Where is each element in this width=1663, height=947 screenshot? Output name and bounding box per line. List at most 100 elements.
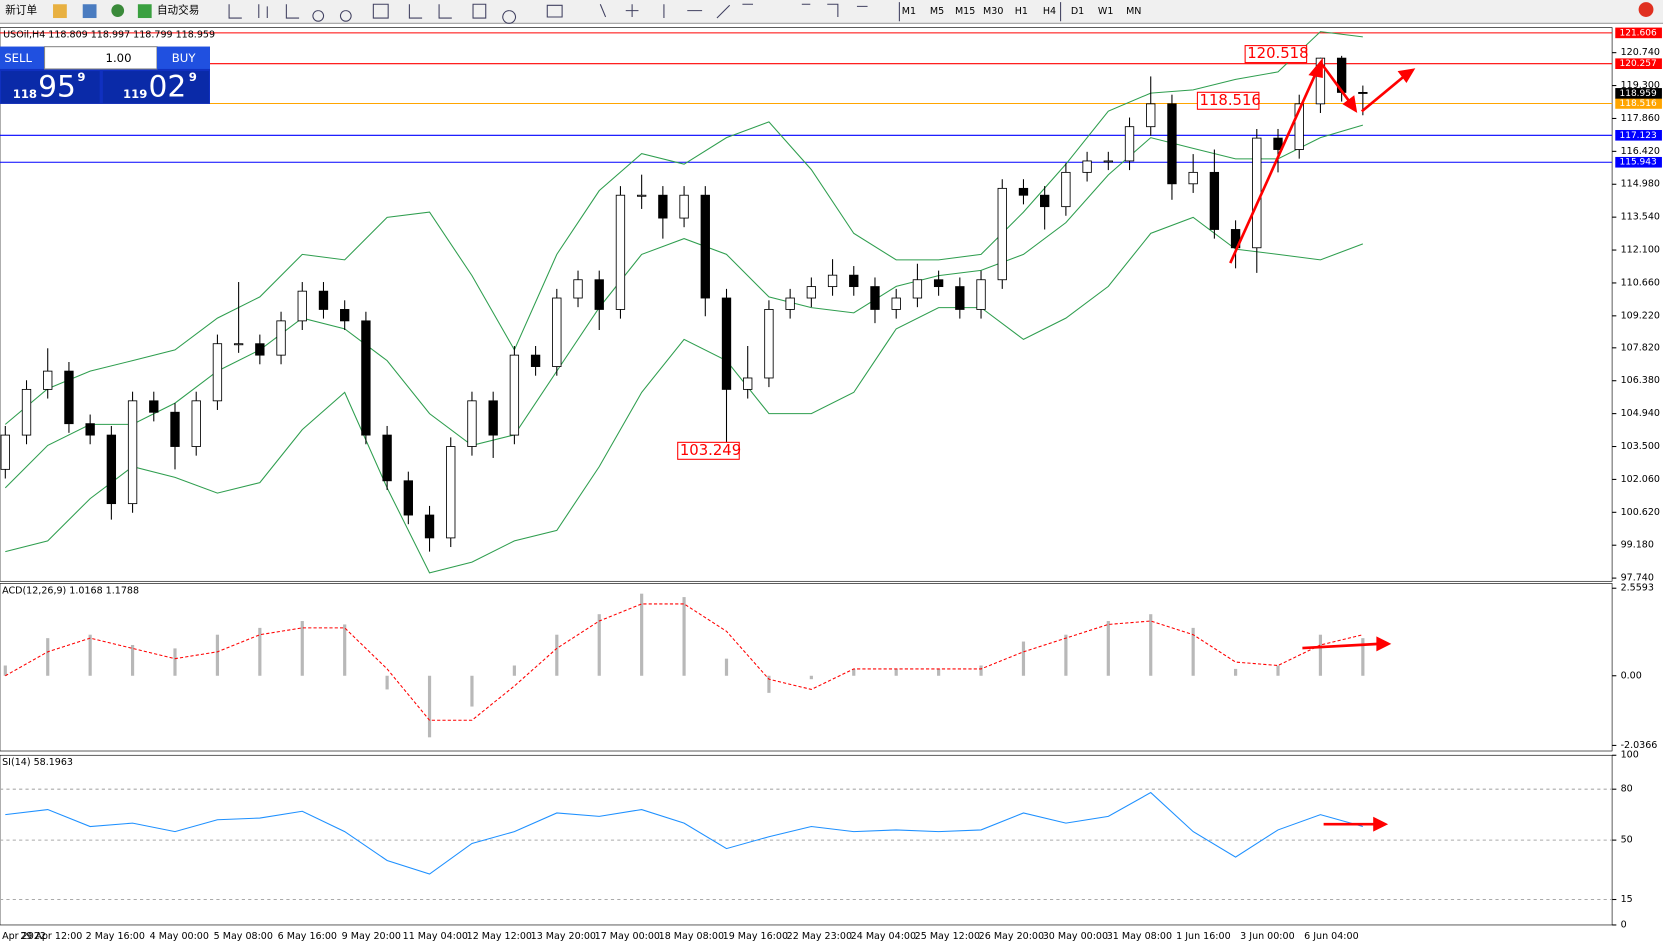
macd-panel <box>0 583 1613 752</box>
candle-body <box>530 354 541 367</box>
candle-body <box>976 279 986 310</box>
timeframe-button[interactable]: D1 <box>1071 6 1084 17</box>
arrow-head <box>1376 636 1392 652</box>
icon[interactable] <box>137 4 152 19</box>
auto-trading-button[interactable]: 自动交易 <box>157 4 199 17</box>
candle-body <box>1167 103 1177 185</box>
y-tick-label: 0 <box>1621 919 1627 930</box>
sell-small: 9 <box>77 70 85 84</box>
y-tick-label: 50 <box>1621 835 1633 846</box>
y-tick-label: 100.620 <box>1621 507 1660 518</box>
candle-body <box>1040 194 1050 208</box>
macd-bar <box>3 665 7 676</box>
arrow <box>1320 62 1353 105</box>
sell-label[interactable]: SELL <box>4 51 32 65</box>
candle-body <box>721 297 732 390</box>
macd-bar <box>555 634 559 676</box>
buy-label[interactable]: BUY <box>172 51 197 65</box>
price-tag <box>1615 98 1662 109</box>
timeframe-button[interactable]: M15 <box>955 6 975 17</box>
candle-body <box>106 434 117 505</box>
time-label: 22 May 23:00 <box>787 931 852 942</box>
candle-body <box>1103 160 1113 163</box>
macd-bar <box>1106 621 1110 676</box>
buy-mid: 02 <box>148 70 186 105</box>
candle-body <box>1358 91 1368 94</box>
time-label: 9 May 20:00 <box>342 931 401 942</box>
candle-body <box>64 370 74 425</box>
candle-body <box>1294 103 1304 150</box>
lot-input[interactable] <box>44 46 158 70</box>
time-label: Apr 2022 <box>2 931 46 942</box>
macd-bar <box>1276 665 1280 676</box>
candle-body <box>955 286 965 310</box>
time-label: 30 May 00:00 <box>1043 931 1108 942</box>
timeframe-button[interactable]: MN <box>1126 6 1141 17</box>
macd-bar <box>1191 627 1195 676</box>
candle-body <box>1146 103 1156 128</box>
candle-body <box>382 434 392 482</box>
price-tag-label: 117.123 <box>1620 131 1657 141</box>
timeframe-button[interactable]: H4 <box>1043 6 1056 17</box>
sell-button[interactable] <box>0 46 45 69</box>
candle-body <box>0 434 10 470</box>
candle-body <box>679 194 689 219</box>
candle-body <box>615 194 626 310</box>
y-tick-label: 117.860 <box>1621 113 1660 124</box>
macd-bar <box>1064 634 1068 676</box>
candle-body <box>1124 126 1135 162</box>
macd-bar <box>215 634 220 676</box>
rsi-title: SI(14) 58.1963 <box>2 757 73 768</box>
time-label: 19 May 16:00 <box>723 931 788 942</box>
y-tick-label: 103.500 <box>1621 441 1660 452</box>
time-label: 12 May 12:00 <box>467 931 532 942</box>
icon[interactable] <box>53 4 67 19</box>
arrow <box>1302 642 1379 650</box>
y-tick-label: 15 <box>1621 894 1633 905</box>
main-panel <box>0 27 1613 582</box>
time-label: 3 Jun 00:00 <box>1240 931 1294 942</box>
macd-bar <box>46 638 50 676</box>
buy-button[interactable] <box>156 46 210 69</box>
candle-body <box>255 343 265 356</box>
y-tick-label: 112.100 <box>1621 245 1660 256</box>
notification[interactable] <box>1638 2 1654 17</box>
y-tick-label: 106.380 <box>1621 375 1660 386</box>
candle-body <box>276 320 286 356</box>
time-label: 26 May 20:00 <box>979 931 1044 942</box>
candle-body <box>170 411 180 447</box>
price-tag <box>1615 88 1662 99</box>
timeframe-button[interactable]: H1 <box>1015 6 1028 17</box>
candle-body <box>891 297 901 310</box>
annotation: 103.249 <box>680 442 741 459</box>
candle-body <box>340 309 350 322</box>
macd-bar <box>88 634 92 676</box>
timeframe-button[interactable]: M30 <box>983 6 1003 17</box>
annotation: 118.516 <box>1200 92 1261 109</box>
last-price-label: 118.959 <box>1620 89 1657 99</box>
candle-body <box>403 480 413 516</box>
candle-body <box>446 446 456 539</box>
icon[interactable] <box>111 4 125 17</box>
arrow-head <box>1342 95 1358 113</box>
timeframe-button[interactable]: M1 <box>902 6 916 17</box>
timeframe-button[interactable]: W1 <box>1098 6 1113 17</box>
lot-value[interactable]: 1.00 <box>106 51 132 65</box>
time-label: 4 May 00:00 <box>150 931 209 942</box>
icon[interactable] <box>82 4 97 19</box>
tool-icons <box>228 2 1062 24</box>
price-tag <box>1615 156 1662 168</box>
price-tag <box>1615 129 1662 141</box>
price-tag-label: 120.257 <box>1620 59 1657 69</box>
timeframe-button[interactable]: M5 <box>930 6 944 17</box>
candle-body <box>424 514 435 539</box>
candle-body <box>1230 229 1241 249</box>
time-label: 31 May 08:00 <box>1107 931 1172 942</box>
y-tick-label: 80 <box>1621 784 1633 795</box>
time-label: 11 May 04:00 <box>403 931 468 942</box>
chart-header: USOil,H4 118.809 118.997 118.799 118.959 <box>3 30 215 41</box>
y-tick-label: 120.740 <box>1621 47 1660 58</box>
candle-body <box>933 279 944 288</box>
new-order-button[interactable]: 新订单 <box>5 4 37 17</box>
annotation-box <box>677 441 740 460</box>
